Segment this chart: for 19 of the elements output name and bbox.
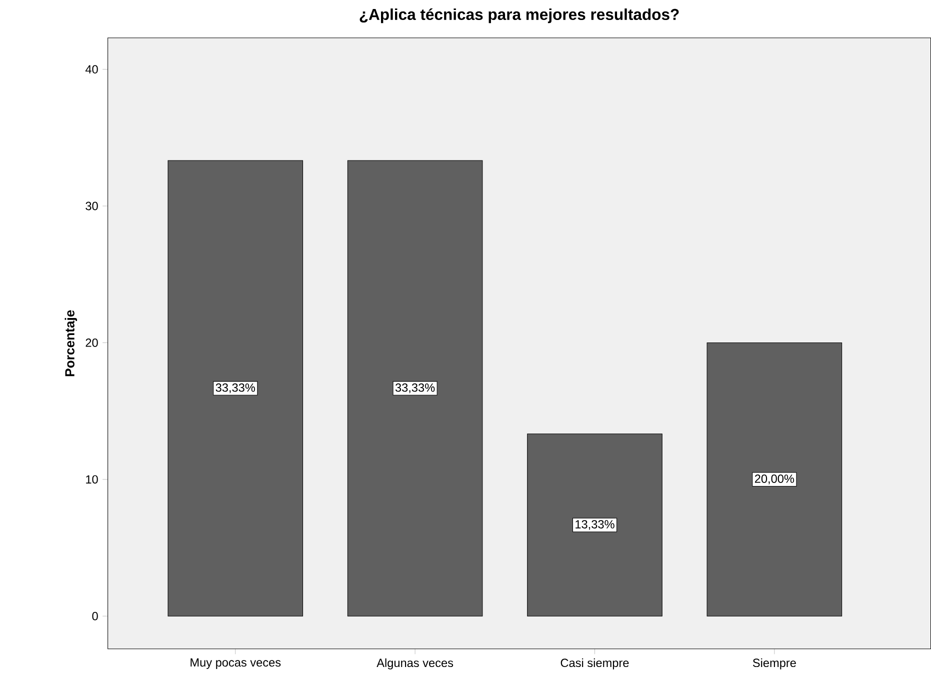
y-tick-label: 20 — [86, 338, 98, 347]
bar — [347, 160, 483, 616]
x-tick-label: Algunas veces — [376, 658, 454, 670]
y-tick-label: 0 — [92, 612, 98, 620]
y-tick-label: 10 — [86, 475, 98, 484]
data-label: 33,33% — [216, 383, 256, 394]
y-tick-label: 40 — [85, 65, 98, 74]
data-label: 13,33% — [576, 520, 614, 530]
bar — [168, 160, 304, 616]
bar — [706, 342, 842, 616]
y-tick-label: 30 — [86, 202, 98, 210]
x-tick-label: Muy pocas veces — [190, 658, 281, 670]
x-tick-label: Casi siempre — [560, 658, 629, 670]
y-axis-title: Porcentaje — [64, 310, 78, 376]
data-label: 20,00% — [754, 474, 794, 484]
x-tick-label: Siempre — [752, 658, 796, 670]
data-label: 33,33% — [395, 383, 435, 394]
chart-title: ¿Aplica técnicas para mejores resultados? — [360, 8, 679, 24]
bar — [527, 434, 662, 616]
